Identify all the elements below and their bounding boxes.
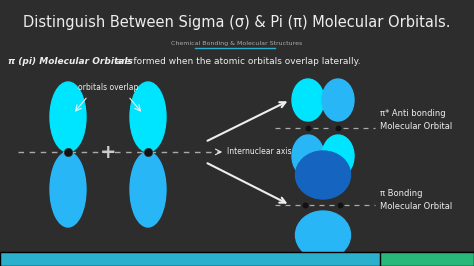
Text: orbitals overlap: orbitals overlap (78, 84, 138, 93)
Text: π* Anti bonding
Molecular Orbital: π* Anti bonding Molecular Orbital (380, 109, 452, 131)
Text: π Bonding
Molecular Orbital: π Bonding Molecular Orbital (380, 189, 452, 211)
Ellipse shape (50, 152, 86, 227)
Text: π (pi) Molecular Orbitals: π (pi) Molecular Orbitals (8, 57, 133, 66)
Text: +: + (100, 143, 116, 161)
Ellipse shape (322, 79, 354, 121)
Text: Internuclear axis: Internuclear axis (227, 148, 292, 156)
Ellipse shape (292, 135, 324, 177)
Ellipse shape (50, 82, 86, 152)
Ellipse shape (130, 82, 166, 152)
Text: Distinguish Between Sigma (σ) & Pi (π) Molecular Orbitals.: Distinguish Between Sigma (σ) & Pi (π) M… (23, 15, 451, 30)
Ellipse shape (295, 211, 350, 259)
Ellipse shape (295, 151, 350, 199)
FancyBboxPatch shape (380, 252, 474, 266)
Text: are formed when the atomic orbitals overlap laterally.: are formed when the atomic orbitals over… (113, 57, 361, 66)
Text: Chemical Bonding & Molecular Structures: Chemical Bonding & Molecular Structures (172, 40, 302, 45)
FancyBboxPatch shape (0, 252, 474, 266)
Ellipse shape (322, 135, 354, 177)
Ellipse shape (292, 79, 324, 121)
Ellipse shape (130, 152, 166, 227)
